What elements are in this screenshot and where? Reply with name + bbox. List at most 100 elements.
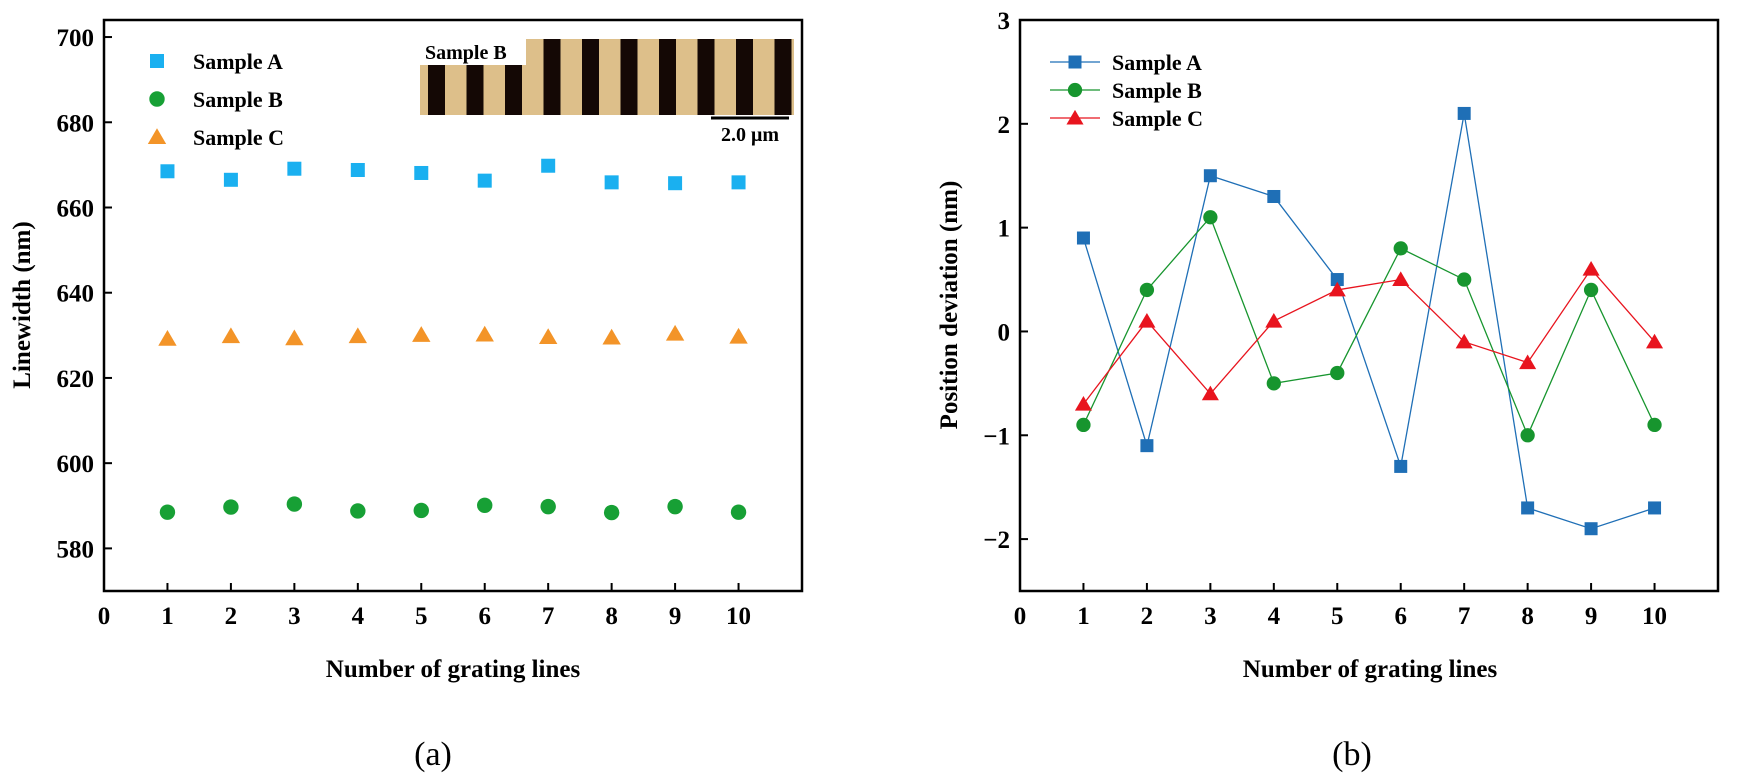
panel-a-sample-b-point <box>159 504 176 520</box>
panel-b-legend-label-sample-a: Sample A <box>1112 50 1202 75</box>
panel-a-sample-c-point <box>538 328 558 345</box>
panel-b-legend-marker-sample-a <box>1068 55 1082 69</box>
panel-b-sample-a-point <box>1648 501 1662 515</box>
panel-b-sample-a-point <box>1203 169 1217 183</box>
panel-b-x-tick-label: 1 <box>1077 603 1090 630</box>
panel-a-sample-c-point <box>602 328 621 345</box>
panel-a-sample-a-point <box>414 165 429 180</box>
panel-b-x-tick-label: 5 <box>1331 603 1344 630</box>
panel-b-x-axis-title: Number of grating lines <box>1243 656 1498 683</box>
panel-a-legend-marker-sample-b <box>149 91 165 107</box>
panel-a-inset-image: Sample B 2.0 μm <box>420 39 794 146</box>
panel-b-sample-c-point <box>1392 271 1410 287</box>
inset-grating-line <box>543 39 561 115</box>
panel-a-chart: Sample B 2.0 μm 0 1 2 3 4 5 6 7 8 9 10 580 600 620 640 6… <box>9 18 804 773</box>
inset-grating-line <box>697 39 715 115</box>
panel-b-sample-c-point <box>1138 312 1156 328</box>
panel-b-sample-b-point <box>1330 365 1345 381</box>
panel-b-y-tick-label: 0 <box>998 319 1011 346</box>
inset-label-box <box>420 39 526 65</box>
panel-a-sample-b-point <box>730 504 747 520</box>
panel-b-legend-marker-sample-c <box>1066 109 1084 125</box>
panel-a-sample-a-point <box>350 162 365 177</box>
panel-b-sample-a-point <box>1457 106 1471 120</box>
panel-b-sample-c-point <box>1646 333 1664 349</box>
panel-b-sample-b-point <box>1266 376 1281 391</box>
panel-b-sample-b-point <box>1520 428 1535 443</box>
panel-b-sample-a-point <box>1267 189 1281 203</box>
panel-b-sample-c-point <box>1455 333 1473 349</box>
panel-a-sample-a-point <box>604 175 619 190</box>
inset-grating-line <box>582 39 599 115</box>
panel-b-sample-a-point <box>1584 522 1598 536</box>
panel-a-sample-b-point <box>667 498 683 515</box>
panel-b-y-tick-label: 3 <box>998 8 1011 35</box>
panel-b-y-tick-label: 1 <box>998 216 1011 243</box>
panel-b-sample-b-point <box>1393 241 1408 256</box>
panel-b-sample-a-point <box>1394 459 1408 473</box>
panel-b-x-tick-label: 6 <box>1394 603 1407 630</box>
panel-b-sample-c-point <box>1074 396 1092 411</box>
panel-a-sample-c-point <box>348 327 368 344</box>
panel-a-plot-frame <box>102 18 804 593</box>
panel-a-x-tick-label: 5 <box>415 603 428 630</box>
panel-a-y-tick-label: 660 <box>57 195 95 222</box>
panel-a-sample-c-point <box>475 325 494 342</box>
panel-a-y-axis-title: Linewidth (nm) <box>9 221 36 388</box>
panel-b-legend: Sample A Sample B Sample C <box>1050 50 1203 131</box>
panel-b-x-tick-label: 10 <box>1642 603 1667 630</box>
panel-a-sample-c-point <box>729 327 748 344</box>
panel-a-x-tick-label: 3 <box>288 603 301 630</box>
panel-a-y-tick-label: 680 <box>57 110 95 137</box>
panel-a-sample-a-point <box>541 158 556 173</box>
inset-grating-line <box>736 39 753 115</box>
panel-b-x-tick-label: 8 <box>1521 603 1534 630</box>
panel-b-sample-b-point <box>1583 282 1599 298</box>
panel-a-legend-marker-sample-a <box>150 54 164 68</box>
panel-b-y-axis-title: Position deviation (nm) <box>936 181 963 430</box>
panel-b-legend-marker-sample-b <box>1067 82 1083 98</box>
panel-b-sample-a-line <box>1082 113 1655 530</box>
panel-b-plot-frame <box>1018 18 1720 593</box>
panel-a-y-tick-label: 580 <box>57 536 95 563</box>
panel-a-y-tick-label: 620 <box>57 366 95 393</box>
inset-label: Sample B <box>425 42 507 64</box>
inset-grating-line <box>774 39 792 115</box>
panel-b-label: (b) <box>1332 736 1372 773</box>
panel-a-sample-a-point <box>477 173 492 188</box>
panel-b-sample-b-point <box>1203 210 1218 225</box>
panel-a-sample-c-point <box>158 329 177 346</box>
panel-b-sample-a-point <box>1330 273 1344 287</box>
panel-a-x-tick-label: 2 <box>225 603 238 630</box>
panel-a-x-tick-label: 4 <box>352 603 365 630</box>
panel-a-x-tick-label: 1 <box>161 603 174 630</box>
panel-a-sample-a-point <box>160 164 175 179</box>
panel-a-y-tick-label: 600 <box>57 451 95 478</box>
panel-b-x-tick-label: 4 <box>1268 603 1281 630</box>
panel-b-sample-c-point <box>1582 261 1600 276</box>
panel-b-x-tick-label: 2 <box>1141 603 1154 630</box>
panel-a-legend-label-sample-b: Sample B <box>193 87 283 112</box>
panel-a-sample-a-point <box>223 172 238 187</box>
panel-b-sample-a-point <box>1140 439 1154 453</box>
panel-a-x-tick-label: 7 <box>542 603 555 630</box>
panel-b-legend-label-sample-b: Sample B <box>1112 78 1202 103</box>
panel-a-sample-b-point <box>540 498 556 515</box>
panel-b-x-tick-label: 0 <box>1014 603 1027 630</box>
panel-b-x-tick-label: 3 <box>1204 603 1217 630</box>
panel-b-sample-b-point <box>1139 282 1155 298</box>
panel-a-label: (a) <box>414 736 452 773</box>
panel-a-y-tick-label: 640 <box>57 281 95 308</box>
panel-a-x-tick-label: 9 <box>669 603 682 630</box>
panel-b-sample-c-point <box>1265 312 1283 328</box>
panel-a-sample-a-point <box>287 161 302 176</box>
panel-a-sample-b-point <box>223 499 239 515</box>
panel-a-legend: Sample A Sample B Sample C <box>147 49 284 150</box>
panel-a-sample-a-point <box>668 176 683 191</box>
panel-a-sample-c-point <box>285 329 304 346</box>
panel-b-sample-c-point <box>1201 385 1219 401</box>
panel-a-sample-a-point <box>731 175 746 190</box>
panel-b-x-tick-label: 9 <box>1585 603 1598 630</box>
